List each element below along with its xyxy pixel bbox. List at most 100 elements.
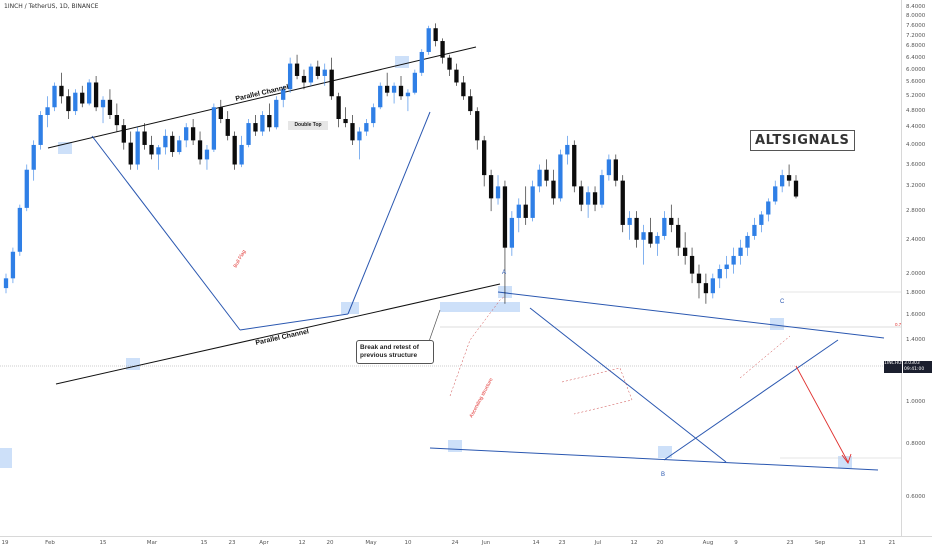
candle-layer <box>3 23 799 304</box>
candle-body <box>322 69 327 76</box>
candle <box>156 144 161 170</box>
x-tick-label: Aug <box>702 540 714 546</box>
y-tick-label: 2.8000 <box>906 208 926 215</box>
candle <box>468 89 473 116</box>
candle <box>572 140 577 193</box>
candle-body <box>357 131 362 141</box>
candle <box>163 129 168 155</box>
candle <box>648 217 653 248</box>
candle <box>585 186 591 218</box>
break-retest-callout: Break and retest of previous structure <box>356 340 434 364</box>
candle-body <box>468 96 473 112</box>
candle-body <box>405 92 411 97</box>
candle-body <box>689 255 695 274</box>
candle <box>45 96 50 128</box>
candle <box>315 60 320 80</box>
candle <box>461 75 466 100</box>
candle-body <box>52 85 57 108</box>
candle-body <box>315 66 320 76</box>
candle <box>398 75 404 100</box>
candle <box>232 131 237 170</box>
candle <box>218 99 223 124</box>
y-tick-label: 4.0000 <box>906 141 926 148</box>
candle-body <box>197 140 203 160</box>
candle <box>620 175 625 233</box>
candle <box>135 127 140 170</box>
candle <box>662 211 667 240</box>
last-price-value: 3.0303 <box>904 361 920 366</box>
candle-body <box>509 217 515 248</box>
rise-guide <box>739 335 791 379</box>
candle-body <box>93 82 99 108</box>
ticker-title: 1INCH / TetherUS, 1D, BINANCE <box>4 3 99 10</box>
candle-body <box>66 96 71 112</box>
y-tick-label: 7.6000 <box>906 22 926 29</box>
y-tick-label: 1.0000 <box>906 399 926 406</box>
candle <box>267 103 272 132</box>
candle-body <box>710 278 715 294</box>
candle-body <box>565 144 570 155</box>
candle <box>495 175 501 205</box>
candle <box>93 75 99 112</box>
candle-body <box>100 99 106 108</box>
candle-body <box>170 135 175 153</box>
candle <box>128 131 133 170</box>
y-tick-label: 0.6000 <box>906 494 926 501</box>
trendline <box>239 313 349 331</box>
candle <box>24 164 29 212</box>
candle <box>482 135 487 187</box>
candle <box>579 180 584 212</box>
candle-body <box>45 107 50 116</box>
candle <box>59 72 64 104</box>
candle <box>738 239 743 265</box>
candle <box>565 135 570 165</box>
candle <box>177 135 182 155</box>
candle-body <box>371 107 376 124</box>
candle-body <box>488 175 494 199</box>
candle-body <box>655 235 660 244</box>
candle-body <box>17 207 23 252</box>
candle-body <box>717 269 722 279</box>
candle-body <box>516 204 521 218</box>
x-tick-label: 19 <box>1 540 9 546</box>
projection-line <box>795 365 849 463</box>
x-tick-label: Apr <box>259 540 269 546</box>
candle-body <box>440 41 445 58</box>
candle <box>710 273 715 299</box>
candle <box>752 217 757 240</box>
candle-body <box>336 96 341 119</box>
candle <box>454 63 459 86</box>
price-axis[interactable]: 8.4000 8.0000 7.6000 7.2000 6.8000 6.4000 6.00… <box>901 0 932 536</box>
candle-body <box>114 115 120 126</box>
x-tick-label: 21 <box>888 540 896 546</box>
x-tick-label: 23 <box>786 540 794 546</box>
x-tick-label: 14 <box>532 540 540 546</box>
candle <box>287 57 293 93</box>
candle <box>724 255 729 279</box>
candle-body <box>211 107 217 150</box>
y-tick-label: 7.2000 <box>906 32 926 39</box>
candle-body <box>10 251 16 279</box>
x-tick-label: 20 <box>656 540 664 546</box>
candle <box>343 107 348 128</box>
candle <box>322 63 327 86</box>
projection-arrowhead <box>841 453 852 464</box>
candle <box>669 204 674 233</box>
ticker-tag: 1INCHUSDT <box>884 361 910 373</box>
candle <box>627 211 632 240</box>
candle <box>773 180 778 205</box>
countdown-value: 09:41:00 <box>904 367 925 372</box>
candle-body <box>419 51 424 73</box>
pivot-highlight <box>0 448 12 468</box>
flag-guide <box>561 367 633 415</box>
y-tick-label: 2.0000 <box>906 270 926 277</box>
candle <box>253 115 258 136</box>
candle <box>100 96 106 124</box>
time-axis[interactable]: 19 Feb 15 Mar 15 23 Apr 12 20 May 10 24 Jun 14 23 Jul 12… <box>0 536 932 551</box>
candle-body <box>87 82 92 104</box>
candle <box>676 217 681 256</box>
candle-body <box>301 75 307 83</box>
candle-body <box>378 85 383 108</box>
